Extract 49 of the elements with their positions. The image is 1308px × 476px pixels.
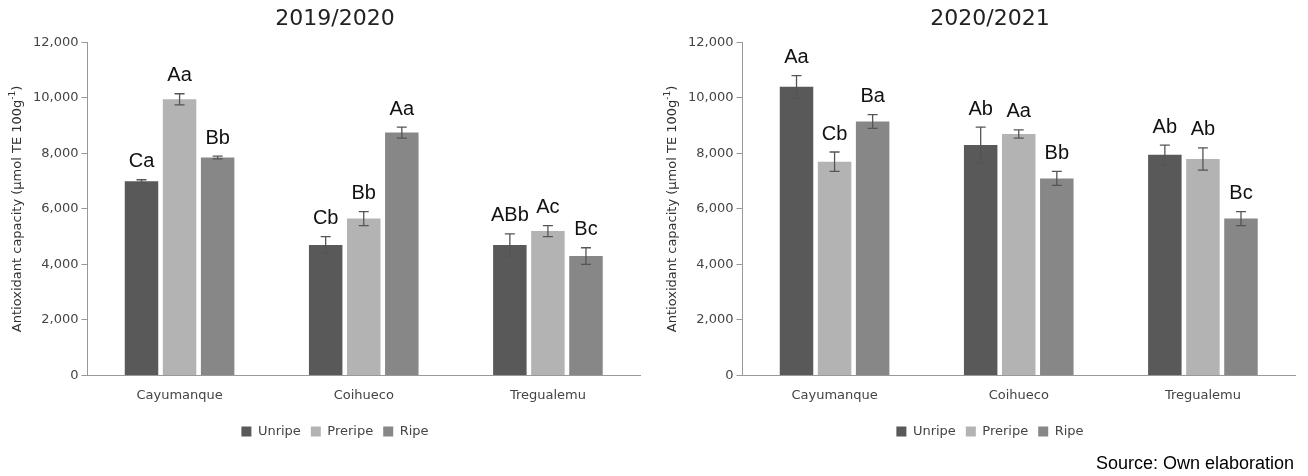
y-tick-label: 12,000: [32, 33, 79, 49]
x-tick-label: Coihueco: [988, 386, 1049, 402]
data-label: ABb: [490, 203, 529, 226]
data-label: Aa: [389, 96, 415, 119]
data-label: Ab: [968, 96, 993, 119]
legend-label: Preripe: [982, 422, 1029, 438]
data-label: Ab: [1190, 117, 1216, 140]
data-label: Aa: [784, 45, 810, 68]
y-tick-label: 10,000: [687, 89, 734, 105]
data-label: Ac: [536, 195, 560, 218]
x-tick-label: Tregualemu: [1163, 386, 1241, 402]
y-tick-label: 8,000: [696, 144, 734, 160]
chart-title: 2019/2020: [275, 4, 395, 30]
legend-label: Unripe: [912, 422, 956, 438]
data-label: Bb: [1044, 140, 1070, 163]
x-tick-label: Cayumanque: [136, 386, 223, 402]
chart-title: 2020/2021: [930, 4, 1050, 30]
legend-label: Preripe: [327, 422, 374, 438]
data-label: Ab: [1152, 114, 1178, 137]
y-tick-label: 12,000: [687, 33, 734, 49]
y-tick-label: 8,000: [41, 144, 79, 160]
data-label: Bb: [351, 181, 376, 204]
y-tick-label: 4,000: [696, 255, 734, 271]
y-tick-label: 6,000: [696, 200, 734, 216]
data-label: Cb: [312, 206, 339, 229]
y-tick-label: 0: [70, 366, 79, 382]
y-tick-label: 0: [725, 366, 734, 382]
legend-label: Ripe: [1054, 422, 1084, 438]
data-label: Aa: [167, 63, 193, 86]
data-label: Cb: [821, 121, 848, 144]
y-tick-label: 2,000: [41, 311, 79, 327]
data-label: Ba: [860, 84, 886, 107]
y-tick-label: 4,000: [41, 255, 79, 271]
source-note: Source: Own elaboration: [1095, 453, 1294, 474]
data-label: Bb: [205, 125, 230, 148]
x-tick-label: Coihueco: [333, 386, 394, 402]
data-label: Ca: [128, 149, 156, 172]
legend-label: Unripe: [257, 422, 301, 438]
data-label: Bc: [574, 217, 598, 240]
x-tick-label: Tregualemu: [508, 386, 586, 402]
y-axis-title: Antioxidant capacity (µmol TE 100g-1): [7, 85, 25, 333]
legend-label: Ripe: [399, 422, 429, 438]
data-label: Bc: [1229, 181, 1253, 204]
y-axis-title: Antioxidant capacity (µmol TE 100g-1): [662, 85, 680, 333]
y-tick-label: 6,000: [41, 200, 79, 216]
data-label: Aa: [1006, 99, 1032, 122]
y-tick-label: 10,000: [32, 89, 79, 105]
x-tick-label: Cayumanque: [791, 386, 878, 402]
y-tick-label: 2,000: [696, 311, 734, 327]
